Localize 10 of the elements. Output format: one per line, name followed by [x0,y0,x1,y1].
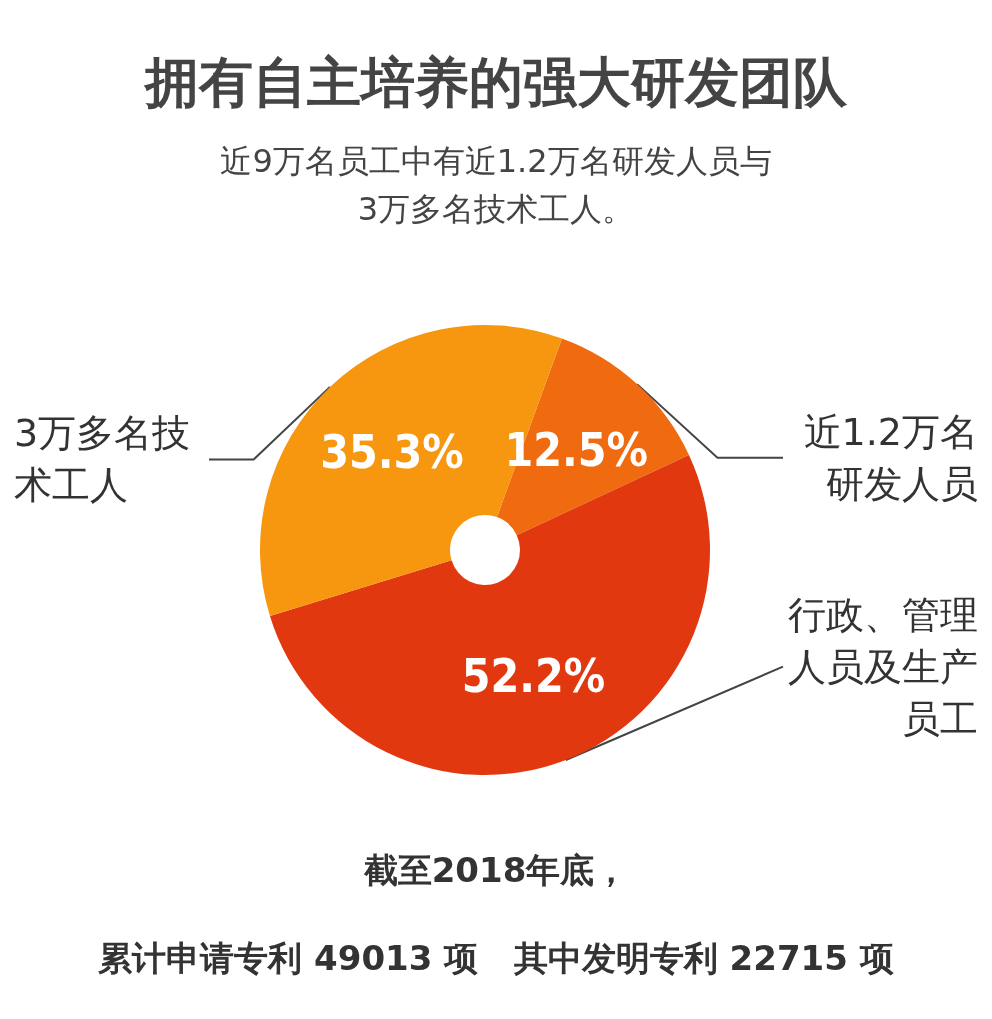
chart-title: 拥有自主培养的强大研发团队 [143,50,848,114]
chart-subtitle: 近9万名员工中有近1.2万名研发人员与3万多名技术工人。 [220,142,772,228]
data-label: 35.3% [320,425,464,480]
slice-label: 行政、管理人员及生产员工 [788,592,978,741]
text: 截至2018年底， [362,850,629,890]
data-label: 52.2% [461,649,606,703]
text: 累计申请专利 49013 项 其中发明专利 22715 项 [98,938,894,978]
data-label: 12.5% [504,423,648,478]
slice-label: 近1.2万名研发人员 [803,409,978,506]
slice-label: 3万多名技术工人 [14,411,191,508]
